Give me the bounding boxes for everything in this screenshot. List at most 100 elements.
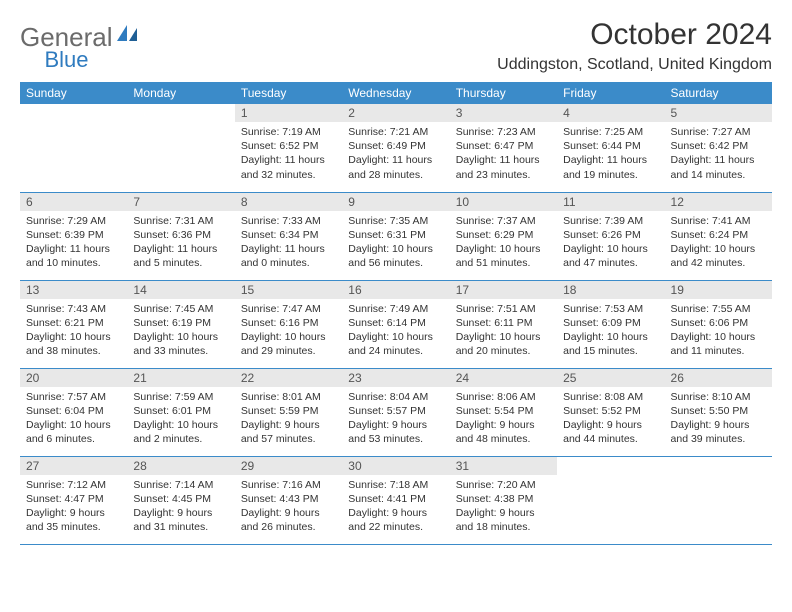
day-info: Sunrise: 7:55 AMSunset: 6:06 PMDaylight:… bbox=[665, 299, 772, 363]
daylight-text: Daylight: 11 hours and 10 minutes. bbox=[26, 242, 121, 270]
sunset-text: Sunset: 6:29 PM bbox=[456, 228, 551, 242]
day-info: Sunrise: 7:19 AMSunset: 6:52 PMDaylight:… bbox=[235, 122, 342, 186]
calendar-cell: 24Sunrise: 8:06 AMSunset: 5:54 PMDayligh… bbox=[450, 368, 557, 456]
day-info: Sunrise: 7:43 AMSunset: 6:21 PMDaylight:… bbox=[20, 299, 127, 363]
sunset-text: Sunset: 6:21 PM bbox=[26, 316, 121, 330]
sunrise-text: Sunrise: 7:57 AM bbox=[26, 390, 121, 404]
sunrise-text: Sunrise: 7:23 AM bbox=[456, 125, 551, 139]
daylight-text: Daylight: 11 hours and 32 minutes. bbox=[241, 153, 336, 181]
sunrise-text: Sunrise: 7:21 AM bbox=[348, 125, 443, 139]
day-number: 5 bbox=[665, 104, 772, 122]
sunset-text: Sunset: 6:34 PM bbox=[241, 228, 336, 242]
sunset-text: Sunset: 5:57 PM bbox=[348, 404, 443, 418]
sunset-text: Sunset: 6:14 PM bbox=[348, 316, 443, 330]
sunset-text: Sunset: 6:42 PM bbox=[671, 139, 766, 153]
day-number: 16 bbox=[342, 281, 449, 299]
day-number: 15 bbox=[235, 281, 342, 299]
sunset-text: Sunset: 6:52 PM bbox=[241, 139, 336, 153]
day-info: Sunrise: 7:39 AMSunset: 6:26 PMDaylight:… bbox=[557, 211, 664, 275]
sunrise-text: Sunrise: 7:31 AM bbox=[133, 214, 228, 228]
sunset-text: Sunset: 6:24 PM bbox=[671, 228, 766, 242]
calendar-body: 1Sunrise: 7:19 AMSunset: 6:52 PMDaylight… bbox=[20, 104, 772, 544]
daylight-text: Daylight: 9 hours and 53 minutes. bbox=[348, 418, 443, 446]
calendar-cell: 21Sunrise: 7:59 AMSunset: 6:01 PMDayligh… bbox=[127, 368, 234, 456]
sunset-text: Sunset: 5:52 PM bbox=[563, 404, 658, 418]
sunrise-text: Sunrise: 7:20 AM bbox=[456, 478, 551, 492]
sunrise-text: Sunrise: 8:06 AM bbox=[456, 390, 551, 404]
daylight-text: Daylight: 9 hours and 26 minutes. bbox=[241, 506, 336, 534]
daylight-text: Daylight: 9 hours and 44 minutes. bbox=[563, 418, 658, 446]
calendar-week: 1Sunrise: 7:19 AMSunset: 6:52 PMDaylight… bbox=[20, 104, 772, 192]
sunset-text: Sunset: 6:39 PM bbox=[26, 228, 121, 242]
day-info: Sunrise: 7:23 AMSunset: 6:47 PMDaylight:… bbox=[450, 122, 557, 186]
day-number: 21 bbox=[127, 369, 234, 387]
sunset-text: Sunset: 6:26 PM bbox=[563, 228, 658, 242]
sunrise-text: Sunrise: 7:18 AM bbox=[348, 478, 443, 492]
sunset-text: Sunset: 4:45 PM bbox=[133, 492, 228, 506]
sunset-text: Sunset: 6:49 PM bbox=[348, 139, 443, 153]
sunset-text: Sunset: 6:11 PM bbox=[456, 316, 551, 330]
sunset-text: Sunset: 6:47 PM bbox=[456, 139, 551, 153]
daylight-text: Daylight: 10 hours and 29 minutes. bbox=[241, 330, 336, 358]
day-info: Sunrise: 7:41 AMSunset: 6:24 PMDaylight:… bbox=[665, 211, 772, 275]
page-header: General Blue October 2024 Uddingston, Sc… bbox=[20, 18, 772, 74]
sunset-text: Sunset: 6:06 PM bbox=[671, 316, 766, 330]
calendar-cell: 16Sunrise: 7:49 AMSunset: 6:14 PMDayligh… bbox=[342, 280, 449, 368]
calendar-week: 13Sunrise: 7:43 AMSunset: 6:21 PMDayligh… bbox=[20, 280, 772, 368]
day-number: 29 bbox=[235, 457, 342, 475]
daylight-text: Daylight: 9 hours and 31 minutes. bbox=[133, 506, 228, 534]
day-info: Sunrise: 7:57 AMSunset: 6:04 PMDaylight:… bbox=[20, 387, 127, 451]
calendar-cell: 7Sunrise: 7:31 AMSunset: 6:36 PMDaylight… bbox=[127, 192, 234, 280]
day-info: Sunrise: 7:14 AMSunset: 4:45 PMDaylight:… bbox=[127, 475, 234, 539]
sunset-text: Sunset: 6:31 PM bbox=[348, 228, 443, 242]
sunrise-text: Sunrise: 8:10 AM bbox=[671, 390, 766, 404]
daylight-text: Daylight: 10 hours and 20 minutes. bbox=[456, 330, 551, 358]
day-number: 7 bbox=[127, 193, 234, 211]
location-text: Uddingston, Scotland, United Kingdom bbox=[497, 56, 772, 74]
sunset-text: Sunset: 6:01 PM bbox=[133, 404, 228, 418]
calendar-cell bbox=[665, 456, 772, 544]
sunrise-text: Sunrise: 7:51 AM bbox=[456, 302, 551, 316]
sunset-text: Sunset: 6:16 PM bbox=[241, 316, 336, 330]
sunrise-text: Sunrise: 8:08 AM bbox=[563, 390, 658, 404]
calendar-cell bbox=[557, 456, 664, 544]
calendar-cell: 5Sunrise: 7:27 AMSunset: 6:42 PMDaylight… bbox=[665, 104, 772, 192]
day-number: 9 bbox=[342, 193, 449, 211]
day-info: Sunrise: 7:18 AMSunset: 4:41 PMDaylight:… bbox=[342, 475, 449, 539]
day-info: Sunrise: 7:49 AMSunset: 6:14 PMDaylight:… bbox=[342, 299, 449, 363]
sunrise-text: Sunrise: 7:35 AM bbox=[348, 214, 443, 228]
day-header: Saturday bbox=[665, 82, 772, 104]
day-info: Sunrise: 7:53 AMSunset: 6:09 PMDaylight:… bbox=[557, 299, 664, 363]
day-number: 4 bbox=[557, 104, 664, 122]
daylight-text: Daylight: 9 hours and 39 minutes. bbox=[671, 418, 766, 446]
daylight-text: Daylight: 11 hours and 28 minutes. bbox=[348, 153, 443, 181]
calendar-cell: 9Sunrise: 7:35 AMSunset: 6:31 PMDaylight… bbox=[342, 192, 449, 280]
day-info: Sunrise: 7:45 AMSunset: 6:19 PMDaylight:… bbox=[127, 299, 234, 363]
calendar-cell: 20Sunrise: 7:57 AMSunset: 6:04 PMDayligh… bbox=[20, 368, 127, 456]
calendar-week: 27Sunrise: 7:12 AMSunset: 4:47 PMDayligh… bbox=[20, 456, 772, 544]
title-block: October 2024 Uddingston, Scotland, Unite… bbox=[497, 18, 772, 74]
calendar-cell: 29Sunrise: 7:16 AMSunset: 4:43 PMDayligh… bbox=[235, 456, 342, 544]
daylight-text: Daylight: 10 hours and 47 minutes. bbox=[563, 242, 658, 270]
calendar-table: SundayMondayTuesdayWednesdayThursdayFrid… bbox=[20, 82, 772, 545]
sunset-text: Sunset: 4:47 PM bbox=[26, 492, 121, 506]
calendar-cell: 15Sunrise: 7:47 AMSunset: 6:16 PMDayligh… bbox=[235, 280, 342, 368]
logo-text-blue: Blue bbox=[45, 47, 89, 72]
day-info: Sunrise: 7:20 AMSunset: 4:38 PMDaylight:… bbox=[450, 475, 557, 539]
sunrise-text: Sunrise: 7:33 AM bbox=[241, 214, 336, 228]
calendar-cell: 22Sunrise: 8:01 AMSunset: 5:59 PMDayligh… bbox=[235, 368, 342, 456]
calendar-cell: 19Sunrise: 7:55 AMSunset: 6:06 PMDayligh… bbox=[665, 280, 772, 368]
day-info: Sunrise: 7:25 AMSunset: 6:44 PMDaylight:… bbox=[557, 122, 664, 186]
calendar-cell: 30Sunrise: 7:18 AMSunset: 4:41 PMDayligh… bbox=[342, 456, 449, 544]
day-info: Sunrise: 7:59 AMSunset: 6:01 PMDaylight:… bbox=[127, 387, 234, 451]
day-info: Sunrise: 8:01 AMSunset: 5:59 PMDaylight:… bbox=[235, 387, 342, 451]
sunset-text: Sunset: 4:41 PM bbox=[348, 492, 443, 506]
calendar-week: 6Sunrise: 7:29 AMSunset: 6:39 PMDaylight… bbox=[20, 192, 772, 280]
calendar-cell: 8Sunrise: 7:33 AMSunset: 6:34 PMDaylight… bbox=[235, 192, 342, 280]
day-header: Sunday bbox=[20, 82, 127, 104]
daylight-text: Daylight: 11 hours and 23 minutes. bbox=[456, 153, 551, 181]
sunrise-text: Sunrise: 7:29 AM bbox=[26, 214, 121, 228]
day-number: 1 bbox=[235, 104, 342, 122]
day-info: Sunrise: 8:06 AMSunset: 5:54 PMDaylight:… bbox=[450, 387, 557, 451]
day-info: Sunrise: 8:08 AMSunset: 5:52 PMDaylight:… bbox=[557, 387, 664, 451]
